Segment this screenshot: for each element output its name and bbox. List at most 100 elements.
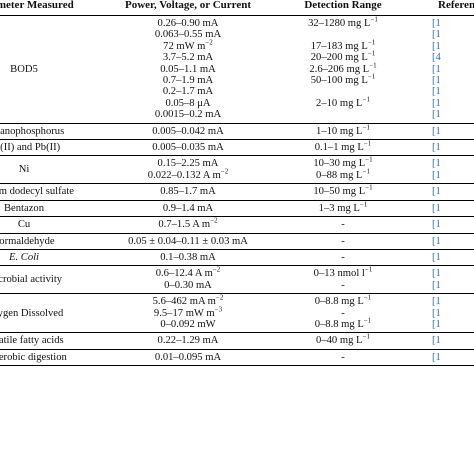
cell-line: 0.85–1.7 mA (160, 186, 216, 198)
power-cell: 0.7–1.5 A m−2 (108, 216, 268, 234)
reference-link[interactable]: [1 (432, 268, 441, 280)
reference-link[interactable]: [1 (432, 219, 441, 231)
reference-link[interactable]: [1 (432, 86, 441, 98)
power-cell: 0.6–12.4 A m−2 0–0.30 mA (108, 265, 268, 295)
power-cell: 0.005–0.042 mA (108, 123, 268, 141)
reference-link[interactable]: [1 (432, 351, 441, 363)
cell-line: - (341, 279, 345, 291)
reference-link[interactable]: [1 (432, 142, 441, 154)
reference-cell: [1 (418, 233, 474, 250)
table-row: Anaerobic digestion 0.01–0.095 mA - [1 (0, 349, 474, 367)
parameter-cell: Volatile fatty acids (0, 332, 108, 350)
detection-range-cell: 0–13 nmol l−1- (268, 265, 418, 295)
detection-range-cell: 1–10 mg L−1 (268, 123, 418, 141)
reference-link[interactable]: [1 (432, 307, 441, 319)
table-row: Ni 0.15–2.25 mA 0.022–0.132 A m−2 10–30 mg … (0, 155, 474, 185)
reference-link[interactable]: [4 (432, 52, 441, 64)
cell-line: 0.05 ± 0.04–0.11 ± 0.03 mA (128, 235, 248, 247)
cell-line: 0.063–0.55 mA (154, 29, 222, 41)
header-reference: Reference (418, 0, 474, 16)
cell-line: 0.15–2.25 mA (157, 158, 219, 170)
cell-line: - (341, 351, 345, 363)
cell-line (268, 86, 418, 97)
reference-link[interactable]: [1 (432, 97, 441, 109)
cell-line: 0.6–12.4 A m−2 (155, 265, 221, 280)
power-cell: 0.01–0.095 mA (108, 349, 268, 367)
cell-line: 50–100 mg L−1 (310, 72, 376, 87)
reference-link[interactable]: [1 (432, 251, 441, 263)
reference-cell: [1 (418, 249, 474, 267)
reference-cell: [1 (418, 139, 474, 157)
power-cell: 0.1–0.38 mA (108, 249, 268, 267)
power-cell: 0.005–0.035 mA (108, 139, 268, 157)
cell-line: 0.005–0.035 mA (152, 142, 224, 154)
parameter-cell: Cd(II) and Pb(II) (0, 139, 108, 157)
reference-link[interactable]: [1 (432, 318, 441, 330)
cell-line: 0–8.8 mg L−1 (314, 293, 372, 308)
cell-line: 0–40 mg L−1 (316, 332, 370, 347)
reference-cell: [1 (418, 216, 474, 234)
detection-range-cell: - (268, 233, 418, 250)
parameter-cell: Ni (0, 155, 108, 185)
reference-link[interactable]: [1 (432, 296, 441, 308)
reference-link[interactable]: [1 (432, 40, 441, 52)
cell-line: 0.1–0.38 mA (160, 251, 216, 263)
detection-range-cell: 10–50 mg L−1 (268, 183, 418, 201)
table-row: Formaldehyde 0.05 ± 0.04–0.11 ± 0.03 mA - [… (0, 233, 474, 250)
reference-link[interactable]: [1 (432, 125, 441, 137)
header-parameter: Parameter Measured (0, 0, 108, 16)
reference-link[interactable]: [1 (432, 63, 441, 75)
parameter-cell: Formaldehyde (0, 233, 108, 250)
cell-line: 5.6–462 mA m−2 (152, 293, 224, 308)
reference-cell: [1 [1 [1 (418, 293, 474, 334)
cell-line: 10–50 mg L−1 (313, 183, 373, 198)
cell-line: 0.26–0.90 mA (157, 18, 219, 29)
detection-range-cell: 1–3 mg L−1 (268, 200, 418, 218)
power-cell: 0.05 ± 0.04–0.11 ± 0.03 mA (108, 233, 268, 250)
cell-line: 9.5–17 mW m−3 (153, 305, 223, 319)
detection-range-cell: 0–8.8 mg L−1-0–8.8 mg L−1 (268, 293, 418, 334)
reference-link[interactable]: [1 (432, 202, 441, 214)
table-row: Cd(II) and Pb(II) 0.005–0.035 mA 0.1–1 mg … (0, 139, 474, 157)
reference-link[interactable]: [1 (432, 18, 441, 29)
header-range: Detection Range (268, 0, 418, 16)
reference-link[interactable]: [1 (432, 169, 441, 181)
parameter-cell: BOD5 (0, 15, 108, 124)
reference-cell: [1 (418, 349, 474, 367)
reference-link[interactable]: [1 (432, 335, 441, 347)
cell-line: 0.01–0.095 mA (154, 351, 222, 363)
reference-link[interactable]: [1 (432, 75, 441, 87)
table-row: Bentazon 0.9–1.4 mA 1–3 mg L−1 [1 (0, 200, 474, 218)
reference-link[interactable]: [1 (432, 186, 441, 198)
power-cell: 0.26–0.90 mA 0.063–0.55 mA 72 mW m−2 3.7–5.… (108, 15, 268, 124)
parameter-cell: Anaerobic digestion (0, 349, 108, 367)
parameter-cell: E. Coli (0, 249, 108, 267)
reference-link[interactable]: [1 (432, 109, 441, 121)
cell-line: 0.05–1.1 mA (160, 63, 216, 75)
cell-line: 2–10 mg L−1 (316, 95, 370, 109)
reference-link[interactable]: [1 (432, 235, 441, 247)
reference-cell: [1 (418, 183, 474, 201)
parameter-cell: Microbial activity (0, 265, 108, 295)
table-header-row: Parameter Measured Power, Voltage, or Cu… (0, 0, 474, 16)
cell-line: 32–1280 mg L−1 (308, 15, 378, 29)
parameter-cell: Sodium dodecyl sulfate (0, 183, 108, 201)
detection-range-cell: 32–1280 mg L−1 17–183 mg L−1 20–200 mg L−… (268, 15, 418, 124)
table-row: Sodium dodecyl sulfate 0.85–1.7 mA 10–50 m… (0, 183, 474, 201)
reference-link[interactable]: [1 (432, 29, 441, 41)
cell-line: 0.05–8 μA (165, 97, 211, 109)
cell-line: 0–0.30 mA (164, 279, 212, 291)
measurement-table: Parameter Measured Power, Voltage, or Cu… (0, 0, 474, 367)
cell-line: 0.2–1.7 mA (162, 86, 214, 98)
power-cell: 0.85–1.7 mA (108, 183, 268, 201)
reference-link[interactable]: [1 (432, 279, 441, 291)
cell-line: 0.7–1.5 A m−2 (158, 216, 218, 231)
reference-link[interactable]: [1 (432, 158, 441, 170)
parameter-cell: Cu (0, 216, 108, 234)
cell-line: 0.7–1.9 mA (162, 75, 214, 87)
cell-line: 0.1–1 mg L−1 (314, 139, 372, 154)
cell-line (268, 109, 418, 120)
power-cell: 5.6–462 mA m−2 9.5–17 mW m−3 0–0.092 mW (108, 293, 268, 334)
